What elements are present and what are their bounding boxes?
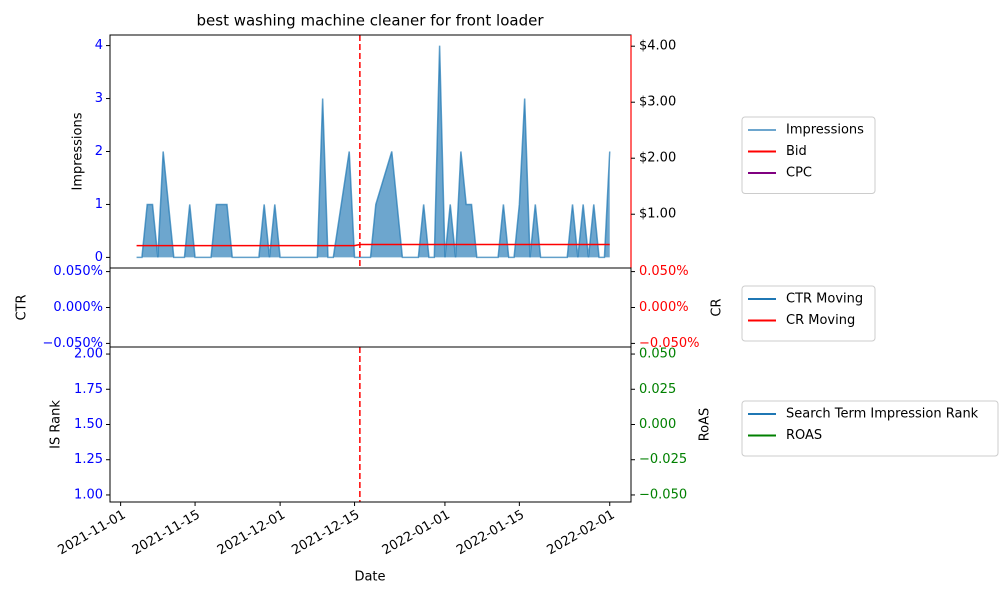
x-tick-label: 2021-12-01 [215, 508, 288, 559]
chart-title: best washing machine cleaner for front l… [197, 12, 545, 30]
line [136, 243, 610, 247]
y-tick-label: 3 [95, 91, 103, 106]
legend-box [741, 116, 876, 194]
y-tick-label: 2 [95, 144, 103, 159]
y-tick-label: 2.00 [74, 347, 103, 362]
y2-axis-label: RoAS [698, 408, 713, 442]
x-tick-label: 2021-11-15 [130, 508, 203, 559]
y2-tick-label: $2.00 [639, 151, 676, 166]
y2-tick-label: −0.050 [639, 487, 687, 502]
y2-tick-label: $1.00 [639, 207, 676, 222]
y2-tick-label: 0.000 [639, 417, 676, 432]
y-tick-label: 4 [95, 38, 103, 53]
y2-tick-label: 0.050 [639, 347, 676, 362]
y2-tick-label: −0.050% [639, 336, 699, 351]
y-tick-label: 0 [95, 250, 103, 265]
y-axis-label: CTR [15, 294, 30, 320]
legend-box [741, 400, 999, 457]
legend-label: ROAS [786, 428, 822, 443]
y-tick-label: 1.25 [74, 452, 103, 467]
legend-label: CR Moving [786, 313, 855, 328]
y2-tick-label: 0.025 [639, 382, 676, 397]
legend-label: Search Term Impression Rank [786, 407, 979, 422]
x-axis-label: Date [354, 570, 385, 585]
y2-tick-label: $4.00 [639, 39, 676, 54]
x-tick-label: 2022-02-01 [545, 508, 618, 559]
panel-frame [109, 346, 632, 503]
area-line [136, 45, 611, 259]
x-tick-label: 2021-11-01 [55, 508, 128, 559]
y-tick-label: 1.50 [74, 417, 103, 432]
y2-tick-label: 0.000% [639, 300, 689, 315]
y-tick-label: 1.00 [74, 487, 103, 502]
y2-axis-label: CR [710, 298, 725, 316]
x-tick-label: 2022-01-01 [380, 508, 453, 559]
panel-frame [109, 267, 632, 348]
y-axis-label: IS Rank [49, 400, 64, 449]
y-tick-label: 1.75 [74, 382, 103, 397]
x-tick-label: 2021-12-15 [289, 508, 362, 559]
legend-label: Impressions [786, 123, 864, 138]
legend-label: Bid [786, 144, 807, 159]
y2-tick-label: $3.00 [639, 95, 676, 110]
legend-label: CTR Moving [786, 292, 863, 307]
y-tick-label: −0.050% [43, 336, 103, 351]
legend-label: CPC [786, 166, 812, 181]
x-tick-label: 2022-01-15 [454, 508, 527, 559]
y2-tick-label: 0.050% [639, 264, 689, 279]
y2-tick-label: −0.025 [639, 452, 687, 467]
y-axis-label: Impressions [71, 112, 86, 190]
y-tick-label: 0.050% [53, 264, 103, 279]
y-tick-label: 1 [95, 197, 103, 212]
y-tick-label: 0.000% [53, 300, 103, 315]
